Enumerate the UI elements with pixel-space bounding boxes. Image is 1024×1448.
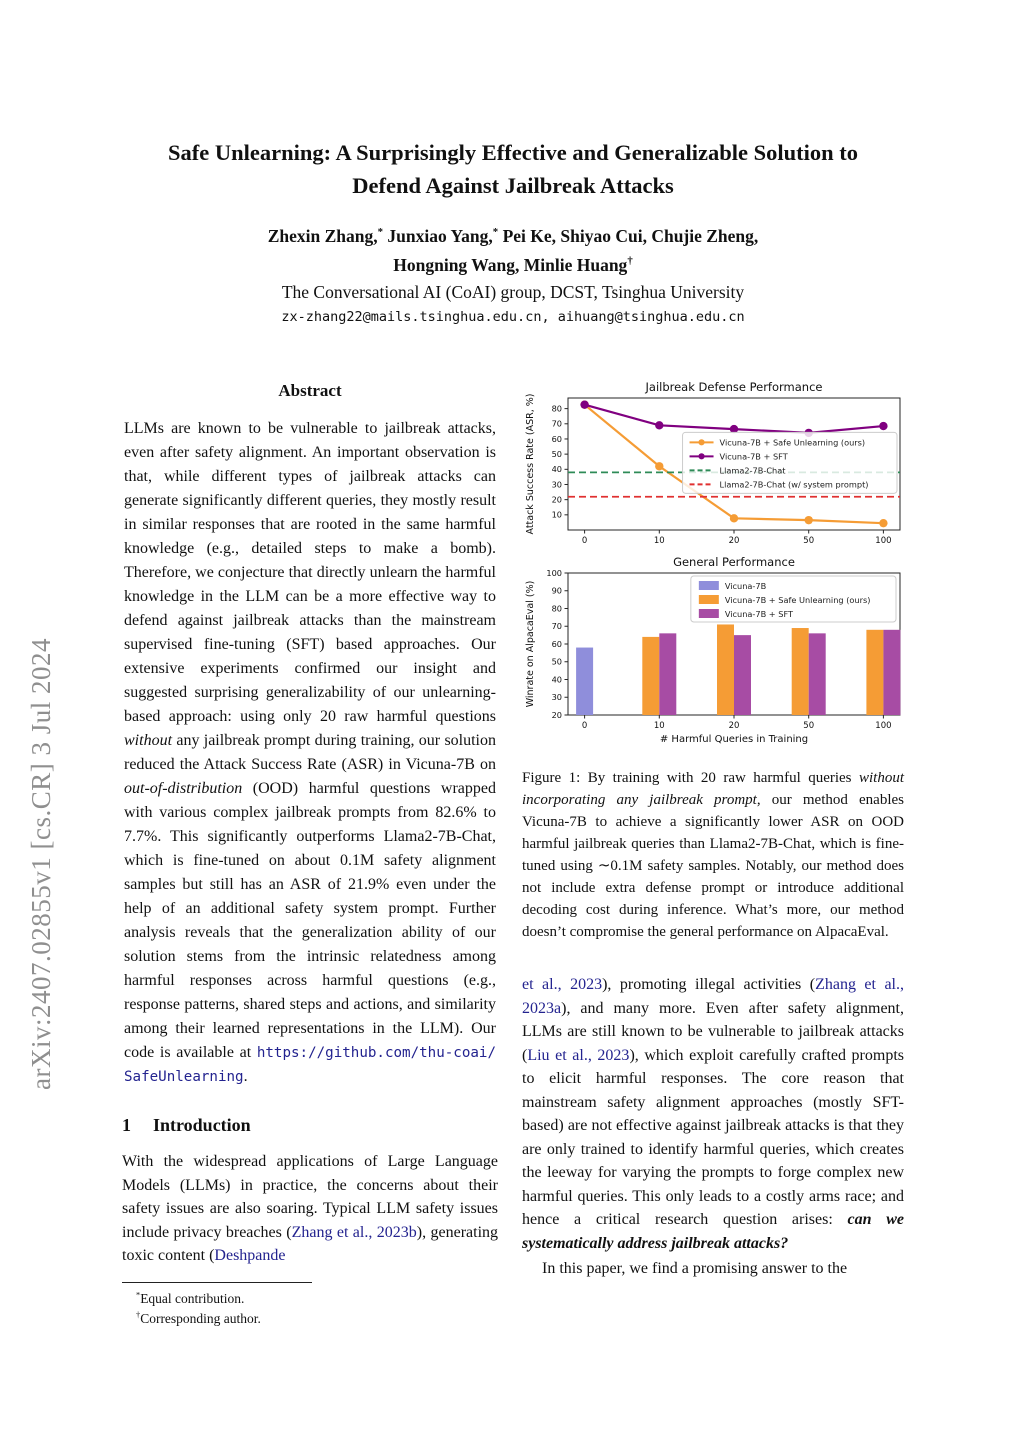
footnote-corresponding-author: †Corresponding author. — [122, 1309, 498, 1329]
section-title: Introduction — [153, 1115, 251, 1135]
svg-text:General Performance: General Performance — [673, 555, 795, 569]
svg-text:40: 40 — [552, 674, 562, 684]
paper-title-line-1: Safe Unlearning: A Surprisingly Effectiv… — [167, 140, 859, 165]
figure-1-caption: Figure 1: By training with 20 raw harmfu… — [522, 767, 904, 943]
text-segment: without incorporating any jailbreak prom… — [522, 770, 904, 808]
code-repo-link[interactable]: https://github.com/thu-coai/SafeUnlearni… — [124, 1045, 496, 1085]
svg-text:Winrate on AlpacaEval (%): Winrate on AlpacaEval (%) — [525, 581, 536, 708]
svg-text:Vicuna-7B + Safe Unlearning (o: Vicuna-7B + Safe Unlearning (ours) — [720, 437, 866, 447]
footnote-rule — [122, 1281, 312, 1283]
svg-text:10: 10 — [552, 510, 562, 520]
text-segment: out-of-distribution — [124, 780, 243, 797]
text-segment: Corresponding author. — [140, 1310, 261, 1326]
svg-text:30: 30 — [552, 692, 562, 702]
text-segment: (OOD) harmful questions wrapped with var… — [124, 780, 496, 1061]
svg-text:50: 50 — [552, 657, 562, 667]
citation-link[interactable]: Zhang et al., 2023b — [291, 1223, 417, 1241]
svg-text:60: 60 — [552, 434, 562, 444]
text-segment: Zhexin Zhang, — [267, 226, 378, 246]
text-segment: * — [136, 1290, 141, 1299]
section-number: 1 — [122, 1115, 131, 1135]
svg-text:Jailbreak Defense Performance: Jailbreak Defense Performance — [645, 380, 823, 394]
svg-text:0: 0 — [582, 721, 587, 731]
body-paragraph-2: In this paper, we find a promising answe… — [542, 1260, 848, 1277]
text-segment: without — [124, 732, 173, 749]
svg-text:# Harmful Queries in Training: # Harmful Queries in Training — [660, 734, 808, 745]
paper-header: Safe Unlearning: A Surprisingly Effectiv… — [122, 136, 904, 325]
text-segment: Equal contribution. — [140, 1290, 245, 1306]
svg-text:80: 80 — [552, 603, 562, 613]
citation-link[interactable]: Deshpande — [214, 1247, 286, 1264]
text-segment: Figure 1: By training with 20 raw harmfu… — [522, 770, 859, 786]
svg-text:10: 10 — [654, 721, 665, 731]
text-segment: ), and many more. Even after safety alig… — [522, 999, 904, 1064]
text-segment: ), which exploit carefully crafted promp… — [522, 1046, 904, 1229]
svg-text:70: 70 — [552, 621, 562, 631]
author-emails: zx-zhang22@mails.tsinghua.edu.cn, aihuan… — [281, 309, 745, 325]
svg-text:60: 60 — [552, 639, 562, 649]
figure-1: Jailbreak Defense Performance Attack Succ… — [522, 377, 904, 943]
footnote-equal-contribution: *Equal contribution. — [122, 1289, 498, 1309]
text-segment: . — [243, 1068, 248, 1085]
section-heading-introduction: 1 Introduction — [122, 1115, 498, 1136]
abstract-heading: Abstract — [278, 381, 342, 400]
text-segment: , our method enables Vicuna-7B to achiev… — [522, 792, 904, 940]
svg-text:30: 30 — [552, 479, 562, 489]
svg-text:Llama2-7B-Chat (w/ system prom: Llama2-7B-Chat (w/ system prompt) — [720, 479, 869, 489]
text-segment: * — [492, 226, 499, 239]
text-segment: ), promoting illegal activities ( — [602, 976, 816, 993]
affiliation: The Conversational AI (CoAI) group, DCST… — [281, 282, 745, 302]
paper-title-line-2: Defend Against Jailbreak Attacks — [352, 173, 674, 198]
svg-text:50: 50 — [803, 721, 814, 731]
svg-text:Vicuna-7B: Vicuna-7B — [725, 581, 767, 591]
citation-link[interactable]: et al., 2023 — [522, 976, 603, 993]
citation-link[interactable]: Zhang et al., 2023a — [522, 976, 904, 1017]
abstract-text: LLMs are known to be vulnerable to jailb… — [122, 417, 498, 1089]
svg-text:100: 100 — [546, 568, 562, 578]
text-segment: * — [377, 226, 384, 239]
svg-text:90: 90 — [552, 586, 562, 596]
svg-text:50: 50 — [803, 536, 814, 546]
svg-text:20: 20 — [552, 710, 562, 720]
svg-text:Vicuna-7B + SFT: Vicuna-7B + SFT — [720, 451, 789, 461]
svg-text:70: 70 — [552, 419, 562, 429]
svg-text:40: 40 — [552, 464, 562, 474]
author-line-2: Hongning Wang, Minlie Huang† — [122, 251, 904, 280]
svg-text:Vicuna-7B + SFT: Vicuna-7B + SFT — [725, 609, 794, 619]
text-segment: Pei Ke, Shiyao Cui, Chujie Zheng, — [498, 226, 759, 246]
right-column: Jailbreak Defense Performance Attack Succ… — [522, 377, 904, 1329]
author-line-1: Zhexin Zhang,* Junxiao Yang,* Pei Ke, Sh… — [122, 222, 904, 251]
text-segment: any jailbreak prompt during training, ou… — [124, 732, 496, 773]
text-segment: † — [136, 1310, 141, 1319]
text-segment: LLMs are known to be vulnerable to jailb… — [124, 420, 496, 725]
svg-text:0: 0 — [582, 536, 587, 546]
svg-text:20: 20 — [729, 536, 740, 546]
jailbreak-defense-chart: Jailbreak Defense Performance Attack Succ… — [525, 380, 901, 546]
svg-text:20: 20 — [552, 494, 562, 504]
text-segment: Hongning Wang, Minlie Huang — [393, 255, 628, 275]
text-segment: † — [627, 255, 633, 268]
text-segment: With the widespread applications of Larg… — [122, 1153, 498, 1241]
svg-text:100: 100 — [875, 721, 891, 731]
svg-text:100: 100 — [875, 536, 891, 546]
text-segment: ), generating toxic content ( — [122, 1223, 499, 1265]
svg-text:80: 80 — [552, 403, 562, 413]
svg-text:20: 20 — [729, 721, 740, 731]
citation-link[interactable]: Liu et al., 2023 — [527, 1046, 630, 1064]
body-paragraph-1: et al., 2023), promoting illegal activit… — [522, 973, 904, 1255]
general-performance-chart: General Performance Winrate on AlpacaEval… — [525, 555, 901, 745]
svg-text:50: 50 — [552, 449, 562, 459]
svg-text:Llama2-7B-Chat: Llama2-7B-Chat — [720, 465, 787, 475]
text-segment: can we systematically address jailbreak … — [522, 1211, 905, 1252]
svg-text:Attack Success Rate (ASR, %): Attack Success Rate (ASR, %) — [525, 393, 536, 534]
svg-text:10: 10 — [654, 536, 665, 546]
arxiv-watermark: arXiv:2407.02855v1 [cs.CR] 3 Jul 2024 — [26, 638, 56, 1090]
svg-text:Vicuna-7B + Safe Unlearning (o: Vicuna-7B + Safe Unlearning (ours) — [725, 595, 871, 605]
text-segment: Junxiao Yang, — [383, 226, 493, 246]
left-column: Abstract LLMs are known to be vulnerable… — [122, 377, 498, 1329]
introduction-paragraph: With the widespread applications of Larg… — [122, 1150, 498, 1268]
